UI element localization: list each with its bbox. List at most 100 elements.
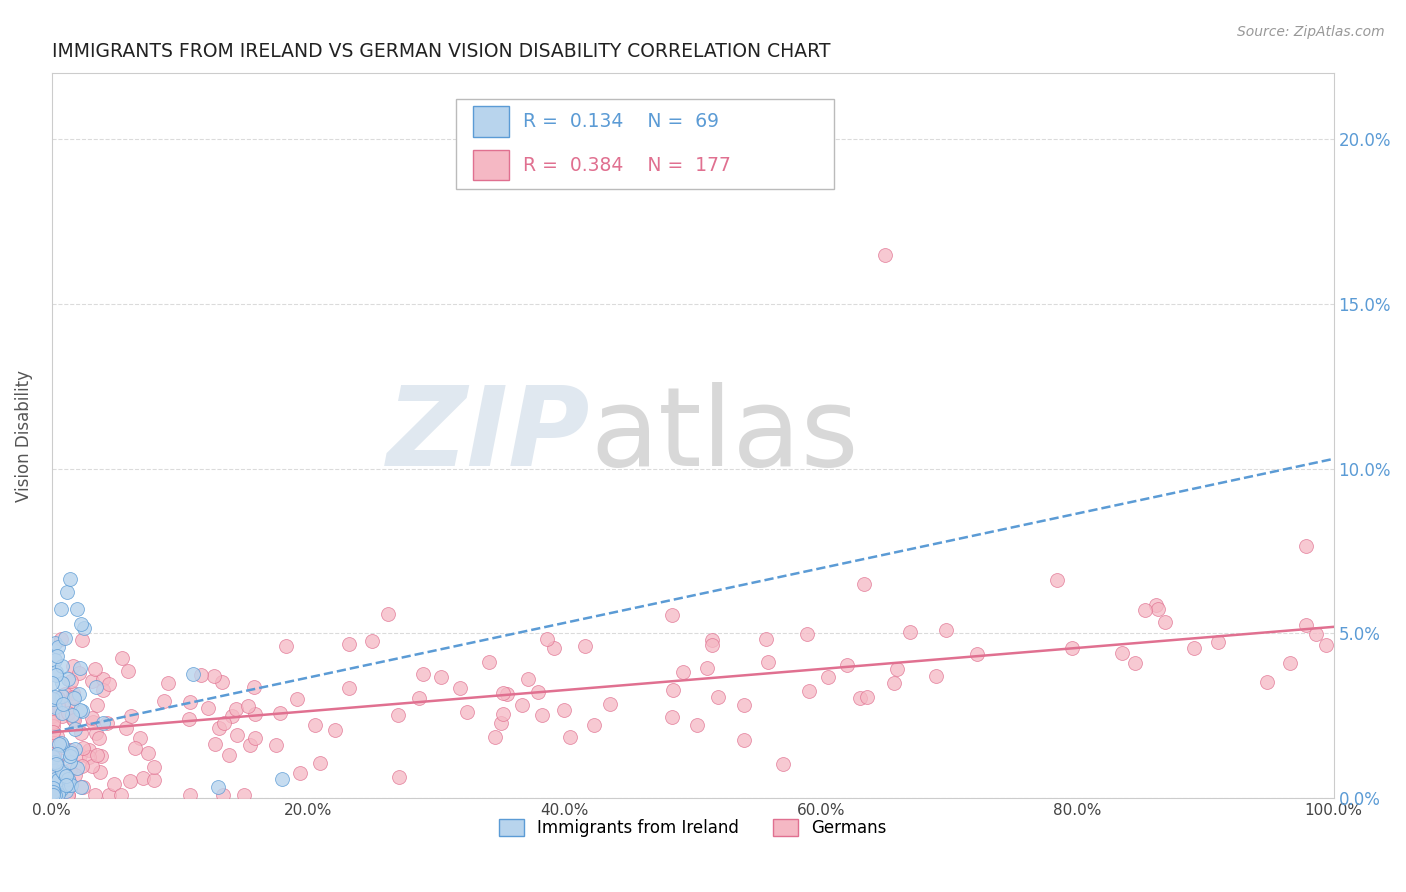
Point	[49, 783, 72, 797]
Point	[42, 692, 65, 706]
Point	[67, 687, 90, 701]
Point	[583, 718, 606, 732]
Point	[44, 755, 66, 769]
Point	[225, 728, 247, 742]
Point	[526, 685, 548, 699]
Point	[42, 748, 65, 763]
Point	[44, 736, 66, 750]
FancyBboxPatch shape	[474, 106, 509, 136]
Point	[849, 690, 872, 705]
Point	[77, 743, 100, 757]
Point	[661, 682, 683, 697]
Point	[42, 749, 65, 764]
Point	[456, 705, 478, 719]
Point	[966, 647, 988, 661]
Point	[1146, 601, 1168, 615]
Point	[115, 722, 138, 736]
Point	[55, 784, 77, 798]
Point	[377, 607, 399, 621]
Point	[51, 659, 73, 673]
Point	[90, 748, 112, 763]
Point	[1154, 615, 1177, 629]
Point	[63, 768, 86, 782]
Point	[449, 681, 471, 696]
Point	[873, 247, 896, 261]
Point	[110, 650, 132, 665]
Point	[48, 737, 70, 751]
Point	[309, 756, 332, 771]
Point	[46, 640, 69, 654]
Point	[179, 788, 201, 802]
Point	[55, 769, 77, 783]
Point	[42, 782, 65, 797]
Point	[69, 780, 91, 795]
Point	[900, 624, 922, 639]
Point	[46, 729, 69, 743]
Point	[41, 709, 63, 723]
Point	[42, 727, 65, 741]
Point	[91, 715, 114, 730]
Point	[41, 719, 63, 733]
Point	[63, 691, 86, 706]
Point	[285, 692, 308, 706]
Point	[44, 773, 66, 788]
Point	[72, 741, 94, 756]
Point	[835, 658, 858, 673]
Point	[512, 698, 534, 713]
Point	[925, 669, 948, 683]
Point	[59, 756, 82, 770]
Point	[89, 765, 111, 780]
Point	[1144, 599, 1167, 613]
Point	[53, 687, 76, 701]
Point	[853, 577, 876, 591]
Point	[52, 697, 75, 711]
Text: R =  0.134    N =  69: R = 0.134 N = 69	[523, 112, 720, 131]
Point	[204, 737, 226, 751]
Point	[886, 662, 908, 676]
FancyBboxPatch shape	[456, 99, 834, 189]
Point	[142, 773, 165, 788]
Point	[69, 726, 91, 740]
Point	[59, 697, 82, 711]
Point	[478, 656, 501, 670]
Point	[212, 715, 235, 730]
Point	[53, 631, 76, 645]
Point	[51, 706, 73, 720]
Point	[796, 626, 818, 640]
Point	[1315, 638, 1337, 652]
Point	[86, 698, 108, 712]
Point	[42, 788, 65, 802]
Point	[45, 788, 67, 802]
Point	[1305, 627, 1327, 641]
Point	[271, 772, 294, 786]
Point	[51, 709, 73, 723]
Point	[82, 673, 104, 688]
Point	[70, 759, 93, 773]
Point	[46, 772, 69, 787]
Y-axis label: Vision Disability: Vision Disability	[15, 370, 32, 502]
Point	[496, 688, 519, 702]
Point	[41, 676, 63, 690]
Point	[69, 661, 91, 675]
Point	[269, 706, 291, 720]
Point	[91, 682, 114, 697]
Point	[82, 714, 104, 729]
Point	[45, 668, 67, 682]
Point	[42, 747, 65, 761]
Point	[42, 724, 65, 739]
Point	[62, 686, 84, 700]
Point	[274, 639, 297, 653]
Point	[157, 676, 180, 690]
Point	[46, 691, 69, 706]
Point	[59, 673, 82, 688]
Point	[46, 747, 69, 761]
Point	[86, 681, 108, 695]
Point	[935, 624, 957, 638]
Point	[66, 602, 89, 616]
Point	[55, 584, 77, 599]
Point	[388, 770, 411, 784]
Point	[1046, 574, 1069, 588]
Point	[430, 669, 453, 683]
Point	[817, 670, 839, 684]
Point	[179, 712, 201, 726]
